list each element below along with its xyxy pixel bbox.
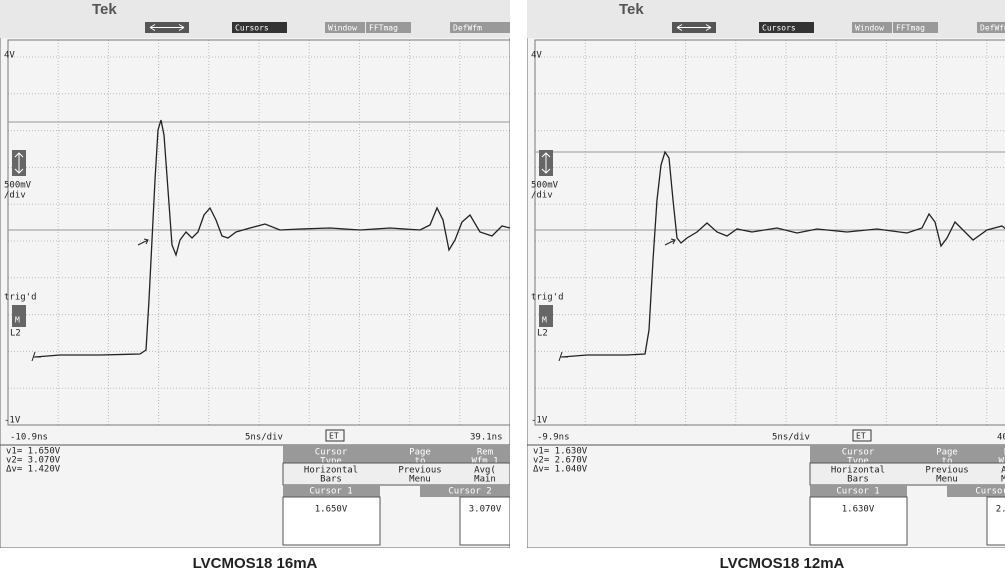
cursor-value: 1.630V xyxy=(842,505,875,515)
cursor-label: Cursor 2 xyxy=(448,487,491,497)
logo: Tek xyxy=(619,1,644,18)
header-item: FFTmag xyxy=(369,24,398,33)
scope-panel: Tek Cursors Window FFTmag DefWfm 4V 500mV/div t… xyxy=(527,0,1005,577)
volts-div: 500mV xyxy=(4,181,32,191)
logo: Tek xyxy=(92,1,117,18)
header-item: Cursors xyxy=(235,24,269,33)
volts-div: 500mV xyxy=(531,181,559,191)
header-item: Cursors xyxy=(762,24,796,33)
timebase: 5ns/div xyxy=(772,433,810,443)
scale-top: 4V xyxy=(531,51,542,61)
scope-screen: Tek Cursors Window FFTmag DefWfm 4V 500mV/div t… xyxy=(0,0,510,548)
readout: Δv= 1.040V xyxy=(533,465,588,475)
time-end: 39.1ns xyxy=(470,433,503,443)
menu-option: Bars xyxy=(847,475,869,485)
time-start: -9.9ns xyxy=(537,433,570,443)
trig-label: trig'd xyxy=(531,293,564,303)
cursor-label: Cursor 1 xyxy=(309,487,352,497)
cursor-label: Cursor 1 xyxy=(836,487,879,497)
scale-top: 4V xyxy=(4,51,15,61)
caption: LVCMOS18 16mA xyxy=(0,555,510,572)
menu-option: Main xyxy=(474,475,496,485)
channel-label: L2 xyxy=(10,329,21,339)
cursor-value: 3.070V xyxy=(469,505,502,515)
scale-bottom: -1V xyxy=(531,416,548,426)
header-item: FFTmag xyxy=(896,24,925,33)
trig-marker: M xyxy=(542,316,547,325)
header-item: Window xyxy=(855,24,884,33)
caption: LVCMOS18 12mA xyxy=(527,555,1005,572)
per-div: /div xyxy=(4,191,26,201)
readout: Δv= 1.420V xyxy=(6,465,61,475)
time-end: 40.1ns xyxy=(997,433,1005,443)
time-start: -10.9ns xyxy=(10,433,48,443)
header-item: Window xyxy=(328,24,357,33)
scale-bottom: -1V xyxy=(4,416,21,426)
acq-mode: ET xyxy=(856,432,866,441)
trig-label: trig'd xyxy=(4,293,37,303)
cursor-label: Cursor 2 xyxy=(975,487,1005,497)
menu-option: Menu xyxy=(409,475,431,485)
cursor-value: 1.650V xyxy=(315,505,348,515)
menu-option: Bars xyxy=(320,475,342,485)
acq-mode: ET xyxy=(329,432,339,441)
header-item: DefWfm xyxy=(453,24,482,33)
trig-marker: M xyxy=(15,316,20,325)
page: Tek Cursors Window FFTmag DefWfm 4V 500mV/div t… xyxy=(0,0,1005,577)
menu-option: Main xyxy=(1001,475,1005,485)
per-div: /div xyxy=(531,191,553,201)
menu-option: Menu xyxy=(936,475,958,485)
scope-panel: Tek Cursors Window FFTmag DefWfm 4V 500mV/div t… xyxy=(0,0,510,577)
timebase: 5ns/div xyxy=(245,433,283,443)
header-item: DefWfm xyxy=(980,24,1005,33)
scope-screen: Tek Cursors Window FFTmag DefWfm 4V 500mV/div t… xyxy=(527,0,1005,548)
channel-label: L2 xyxy=(537,329,548,339)
cursor-value: 2.670V xyxy=(996,505,1005,515)
